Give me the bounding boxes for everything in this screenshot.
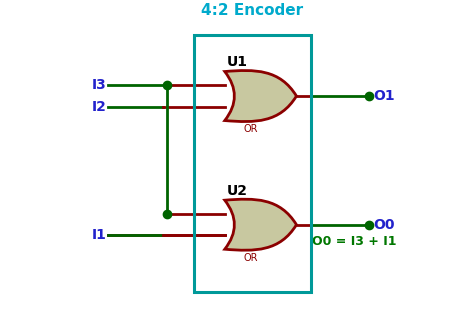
Text: U2: U2 bbox=[226, 184, 247, 198]
Text: O0: O0 bbox=[374, 218, 395, 232]
Text: OR: OR bbox=[244, 253, 258, 263]
Text: O1: O1 bbox=[374, 89, 395, 103]
Text: I2: I2 bbox=[92, 100, 107, 114]
Text: U1: U1 bbox=[226, 55, 247, 69]
Text: I1: I1 bbox=[92, 229, 107, 243]
Text: 4:2 Encoder: 4:2 Encoder bbox=[201, 3, 303, 18]
Text: O0 = I3 + I1: O0 = I3 + I1 bbox=[312, 235, 397, 248]
Text: OR: OR bbox=[244, 124, 258, 135]
Text: I3: I3 bbox=[92, 78, 107, 92]
PathPatch shape bbox=[225, 71, 296, 121]
PathPatch shape bbox=[225, 199, 296, 250]
